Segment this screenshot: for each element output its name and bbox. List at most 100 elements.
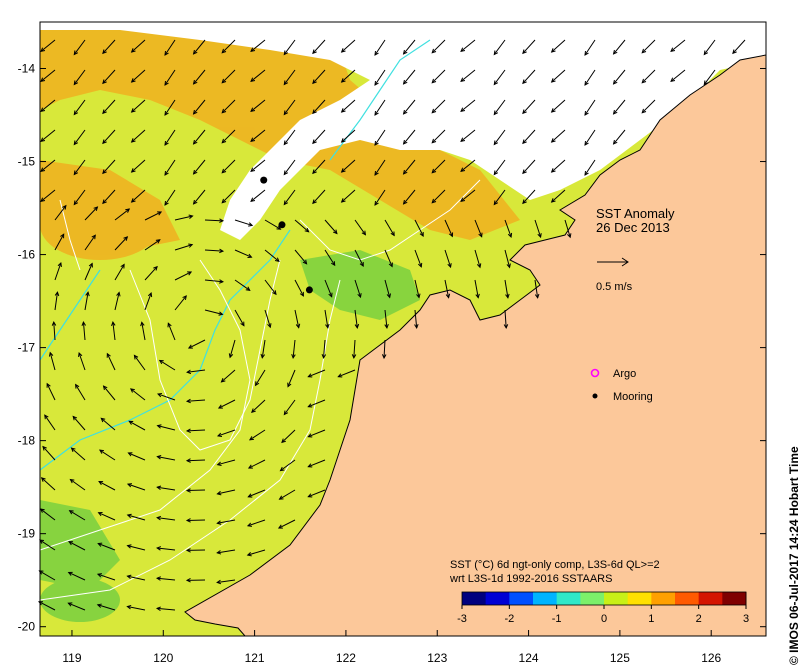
current-arrow bbox=[308, 399, 326, 408]
current-arrow-head bbox=[217, 404, 223, 409]
current-arrow-head bbox=[147, 292, 153, 298]
current-arrow-head bbox=[40, 167, 46, 173]
current-arrow-head bbox=[351, 354, 357, 360]
current-arrow-head bbox=[340, 48, 346, 53]
current-arrow-head bbox=[73, 50, 79, 56]
current-arrow-head bbox=[186, 369, 192, 375]
current-arrow-head bbox=[88, 262, 93, 268]
current-arrow-head bbox=[550, 138, 556, 143]
current-arrow bbox=[99, 449, 116, 461]
current-arrow bbox=[255, 369, 266, 386]
current-arrow bbox=[221, 39, 236, 54]
current-arrow-head bbox=[493, 110, 499, 116]
current-arrow bbox=[341, 129, 356, 143]
current-arrow-head bbox=[507, 232, 513, 238]
current-arrow bbox=[84, 263, 93, 281]
current-arrow bbox=[84, 292, 89, 311]
current-arrow bbox=[164, 189, 176, 206]
current-arrow bbox=[493, 99, 506, 115]
current-arrow-head bbox=[38, 601, 44, 606]
land-australia bbox=[184, 22, 767, 637]
current-arrow-head bbox=[111, 321, 116, 327]
current-arrow-head bbox=[78, 351, 83, 358]
current-arrow-head bbox=[340, 198, 346, 203]
current-arrow bbox=[551, 159, 566, 173]
current-arrow bbox=[312, 39, 326, 54]
current-arrow-head bbox=[325, 323, 330, 329]
current-arrow bbox=[217, 459, 236, 466]
current-arrow bbox=[144, 292, 152, 311]
current-arrow-head bbox=[106, 352, 111, 358]
current-arrow bbox=[127, 575, 146, 581]
current-arrow-head bbox=[283, 50, 289, 56]
current-arrow-head bbox=[129, 388, 135, 393]
current-arrow bbox=[323, 339, 326, 358]
current-arrow-head bbox=[431, 48, 437, 54]
current-arrow-head bbox=[493, 80, 499, 86]
current-arrow bbox=[354, 279, 362, 298]
current-arrow bbox=[641, 99, 656, 114]
current-arrow-head bbox=[219, 218, 225, 223]
current-arrow bbox=[68, 541, 86, 551]
current-arrow-head bbox=[127, 452, 133, 457]
current-arrow-head bbox=[182, 295, 187, 300]
current-arrow bbox=[167, 323, 176, 341]
current-arrow-head bbox=[354, 323, 360, 329]
current-arrow-head bbox=[340, 168, 346, 173]
current-arrow-head bbox=[493, 170, 499, 176]
current-arrow bbox=[522, 99, 536, 114]
current-arrow-head bbox=[185, 548, 191, 553]
current-arrow-head bbox=[374, 200, 379, 206]
current-arrow-head bbox=[357, 293, 362, 299]
scale-arrow-head bbox=[621, 257, 629, 267]
current-arrow bbox=[522, 39, 536, 54]
current-arrow bbox=[294, 249, 307, 265]
current-arrow bbox=[46, 383, 56, 401]
current-arrow bbox=[217, 579, 236, 583]
current-arrow-head bbox=[302, 259, 308, 265]
current-arrow bbox=[522, 129, 536, 144]
x-tick-label: 119 bbox=[62, 651, 81, 665]
current-arrow-head bbox=[278, 495, 284, 500]
current-arrow-head bbox=[221, 138, 227, 144]
current-arrow-head bbox=[130, 108, 136, 113]
current-arrow-head bbox=[247, 253, 253, 258]
y-tick-label: -18 bbox=[18, 434, 36, 448]
current-arrow-head bbox=[100, 417, 106, 423]
current-arrow bbox=[186, 429, 206, 432]
current-arrow-head bbox=[38, 570, 44, 575]
current-arrow-head bbox=[40, 137, 46, 143]
current-arrow bbox=[551, 189, 566, 203]
current-arrow-head bbox=[641, 48, 647, 54]
argo-label: Argo bbox=[613, 368, 636, 380]
current-arrow bbox=[250, 99, 266, 112]
current-arrow-head bbox=[73, 110, 79, 116]
x-axis: 119 120 121 122 123 124 125 126 bbox=[62, 630, 722, 665]
current-arrow-head bbox=[102, 385, 108, 391]
current-arrow bbox=[283, 159, 296, 175]
plot-frame bbox=[39, 21, 767, 637]
current-arrow bbox=[193, 69, 206, 85]
x-tick-label: 123 bbox=[427, 651, 447, 665]
current-arrow bbox=[384, 309, 388, 328]
current-arrow-head bbox=[130, 168, 136, 173]
current-arrow bbox=[249, 429, 266, 441]
current-arrow-head bbox=[126, 574, 132, 580]
current-arrow-head bbox=[390, 231, 395, 237]
current-arrow bbox=[703, 39, 716, 55]
current-arrow-head bbox=[478, 232, 483, 238]
current-arrow bbox=[157, 607, 176, 611]
current-arrow bbox=[102, 69, 116, 84]
current-arrow-head bbox=[102, 79, 107, 85]
current-arrow-head bbox=[402, 199, 408, 205]
current-arrow bbox=[157, 425, 176, 431]
current-arrow bbox=[72, 416, 86, 431]
current-arrow bbox=[403, 99, 416, 115]
imos-credit: © IMOS 06-Jul-2017 14:24 Hobart Time bbox=[787, 446, 801, 665]
current-arrow bbox=[264, 249, 280, 262]
current-arrow-head bbox=[140, 321, 145, 327]
current-arrow bbox=[248, 489, 266, 498]
current-arrow-head bbox=[505, 293, 510, 299]
current-arrow bbox=[250, 69, 266, 82]
current-arrow bbox=[157, 393, 176, 401]
